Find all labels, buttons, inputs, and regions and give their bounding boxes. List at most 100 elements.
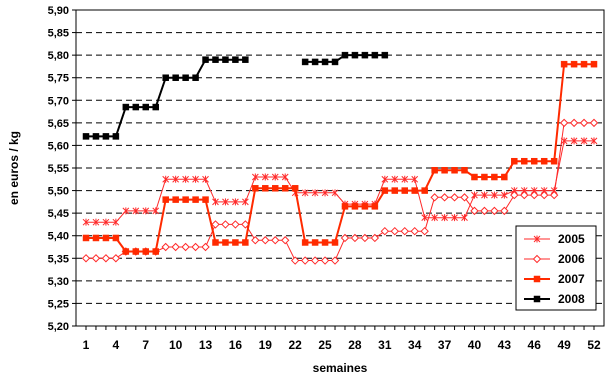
data-point: [380, 226, 390, 236]
legend-label: 2005: [558, 232, 585, 246]
series-group: [81, 51, 599, 265]
data-point: [569, 118, 579, 128]
data-point: [560, 60, 568, 68]
y-tick-label: 5,90: [48, 5, 69, 17]
data-point: [191, 242, 200, 252]
data-point: [500, 206, 509, 216]
data-point: [300, 256, 310, 265]
data-point: [122, 248, 130, 255]
data-point: [261, 236, 270, 245]
y-tick-label: 5,70: [48, 95, 69, 107]
data-point: [262, 185, 269, 192]
x-tick-label: 4: [113, 338, 120, 352]
data-point: [431, 214, 438, 222]
data-point: [222, 239, 229, 246]
data-point: [281, 236, 290, 245]
data-point: [421, 187, 428, 194]
data-point: [530, 157, 538, 165]
series-line: [86, 122, 594, 261]
data-point: [132, 248, 140, 255]
data-point: [520, 190, 529, 200]
y-tick-label: 5,55: [48, 163, 69, 175]
data-point: [112, 234, 120, 242]
data-point: [202, 175, 209, 183]
series-line: [86, 140, 594, 223]
data-point: [381, 175, 389, 183]
data-point: [142, 207, 150, 215]
data-point: [242, 56, 249, 63]
x-axis-ticks: 1 4 7 10 13 16 19 22 25 28 31 34 37 40 43 46 49 52: [83, 326, 601, 352]
x-tick-label: 37: [438, 338, 452, 352]
data-point: [102, 218, 110, 226]
data-point: [330, 256, 340, 265]
data-point: [341, 51, 349, 59]
x-tick-label: 40: [468, 338, 482, 352]
data-point: [112, 218, 120, 226]
data-point: [182, 196, 189, 203]
data-point: [201, 242, 210, 252]
data-point: [162, 196, 169, 203]
data-point: [481, 191, 488, 199]
legend-item-2005: 2005: [524, 232, 585, 246]
data-point: [232, 56, 239, 63]
y-axis-label: en euros / kg: [7, 131, 21, 205]
data-point: [211, 220, 220, 229]
data-point: [331, 239, 339, 246]
data-point: [202, 196, 209, 203]
data-point: [589, 118, 599, 128]
legend-marker: [533, 235, 541, 243]
data-point: [510, 190, 519, 200]
data-point: [301, 58, 309, 66]
data-point: [102, 133, 110, 140]
data-point: [271, 173, 279, 181]
data-point: [310, 256, 320, 265]
data-point: [340, 233, 350, 243]
y-tick-label: 5,65: [48, 118, 69, 130]
series-line: [86, 58, 246, 138]
x-tick-label: 49: [557, 338, 571, 352]
legend-item-2008: 2008: [524, 292, 585, 306]
data-point: [341, 203, 349, 210]
data-point: [281, 185, 289, 192]
data-point: [470, 206, 479, 216]
data-point: [232, 239, 239, 246]
data-point: [570, 137, 578, 145]
data-point: [440, 193, 449, 202]
data-point: [420, 226, 429, 236]
x-tick-label: 10: [169, 338, 183, 352]
series-2007: [82, 60, 598, 255]
x-tick-label: 46: [528, 338, 542, 352]
y-tick-label: 5,45: [48, 208, 69, 220]
data-point: [539, 190, 549, 200]
data-point: [331, 58, 339, 66]
data-point: [232, 198, 239, 206]
data-point: [350, 233, 360, 243]
data-point: [471, 191, 478, 199]
x-tick-label: 13: [199, 338, 213, 352]
data-point: [162, 175, 170, 183]
data-point: [530, 190, 539, 200]
data-point: [111, 254, 121, 263]
legend-item-2006: 2006: [524, 252, 585, 266]
data-point: [550, 157, 558, 165]
x-tick-label: 19: [259, 338, 273, 352]
legend-box: [515, 225, 597, 311]
x-tick-label: 28: [348, 338, 362, 352]
data-point: [222, 198, 229, 206]
x-tick-label: 22: [288, 338, 302, 352]
data-point: [590, 60, 598, 68]
data-point: [142, 103, 150, 111]
data-point: [152, 103, 159, 111]
x-tick-label: 25: [318, 338, 332, 352]
data-point: [371, 203, 379, 210]
data-point: [400, 226, 409, 236]
data-point: [192, 196, 199, 203]
data-point: [421, 214, 429, 222]
data-point: [152, 207, 160, 215]
y-tick-label: 5,85: [48, 28, 69, 40]
data-point: [82, 234, 90, 242]
data-point: [122, 103, 130, 111]
data-point: [242, 239, 249, 246]
data-point: [291, 185, 299, 192]
series-2008: [82, 51, 389, 140]
